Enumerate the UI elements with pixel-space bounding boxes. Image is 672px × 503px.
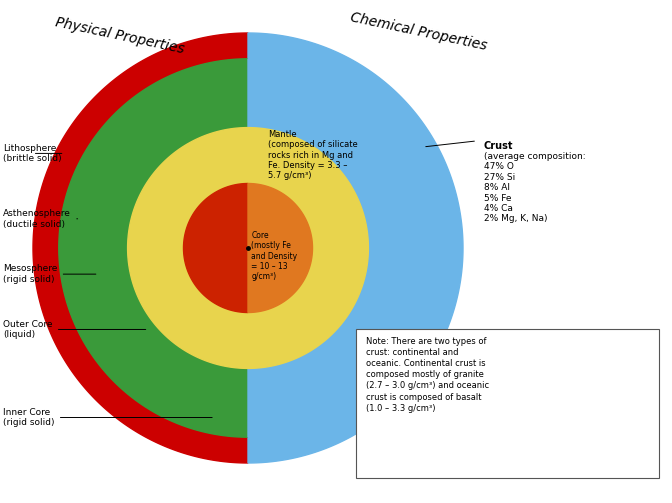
Text: Note: There are two types of
crust: continental and
oceanic. Continental crust i: Note: There are two types of crust: cont… [366, 337, 489, 412]
Text: Mesosphere
(rigid solid): Mesosphere (rigid solid) [3, 265, 96, 284]
Text: Physical Properties: Physical Properties [54, 15, 185, 56]
Text: Asthenosphere
(ductile solid): Asthenosphere (ductile solid) [3, 209, 77, 228]
Polygon shape [248, 128, 368, 368]
Text: Outer Core
(liquid): Outer Core (liquid) [3, 320, 146, 339]
Polygon shape [33, 33, 248, 463]
FancyBboxPatch shape [356, 329, 659, 478]
Polygon shape [248, 33, 463, 463]
Text: Lithosphere
(brittle solid): Lithosphere (brittle solid) [3, 144, 62, 163]
Polygon shape [183, 184, 248, 312]
Text: Mantle
(composed of silicate
rocks rich in Mg and
Fe. Density = 3.3 –
5.7 g/cm³): Mantle (composed of silicate rocks rich … [268, 130, 358, 181]
Text: Core
(mostly Fe
and Density
= 10 – 13
g/cm³): Core (mostly Fe and Density = 10 – 13 g/… [251, 231, 298, 281]
Polygon shape [248, 184, 312, 312]
Text: Crust: Crust [484, 141, 513, 151]
Polygon shape [248, 59, 437, 437]
Text: Chemical Properties: Chemical Properties [349, 10, 489, 53]
Polygon shape [128, 128, 248, 368]
Text: Inner Core
(rigid solid): Inner Core (rigid solid) [3, 408, 212, 427]
Text: (average composition:
47% O
27% Si
8% Al
5% Fe
4% Ca
2% Mg, K, Na): (average composition: 47% O 27% Si 8% Al… [484, 152, 585, 223]
Polygon shape [59, 59, 248, 437]
